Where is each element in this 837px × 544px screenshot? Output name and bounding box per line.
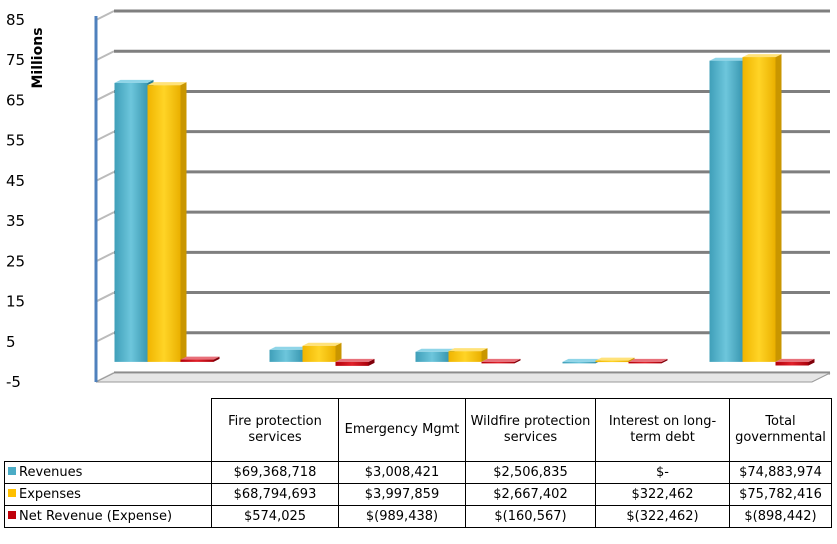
bar-side: [775, 54, 782, 362]
bar: [180, 359, 214, 362]
bar-top: [415, 348, 455, 352]
bar: [742, 57, 776, 362]
gridline-depth: [95, 130, 115, 142]
table-cell: $75,782,416: [729, 483, 832, 506]
table-header-row: Fire protection services Emergency Mgmt Wi…: [4, 398, 832, 462]
table-row: Revenues $69,368,718 $3,008,421 $2,506,835 $…: [4, 461, 832, 484]
column-header: Emergency Mgmt: [338, 398, 466, 462]
column-header: Wildfire protection services: [465, 398, 596, 462]
row-label: Revenues: [4, 461, 212, 484]
gridline-depth: [95, 170, 115, 182]
data-table: Fire protection services Emergency Mgmt Wi…: [4, 398, 832, 528]
bar-top: [335, 358, 375, 362]
gridline-depth: [95, 50, 115, 62]
row-label: Expenses: [4, 483, 212, 506]
table-row: Net Revenue (Expense) $574,025 $(989,438) $…: [4, 505, 832, 528]
bar-side: [368, 358, 375, 366]
table-cell: $2,506,835: [465, 461, 596, 484]
bar: [628, 361, 662, 364]
y-tick-label: 15: [6, 293, 25, 311]
legend-swatch: [8, 489, 16, 497]
bar-top: [481, 358, 521, 362]
gridline-depth: [95, 251, 115, 263]
column-header: Interest on long-term debt: [595, 398, 730, 462]
table-cell: $(160,567): [465, 505, 596, 528]
y-tick-label: 55: [6, 132, 25, 150]
legend-label: Net Revenue (Expense): [19, 509, 173, 524]
bar-side: [213, 356, 220, 362]
bar-top: [114, 79, 154, 83]
table-row: Expenses $68,794,693 $3,997,859 $2,667,402 $…: [4, 483, 832, 506]
y-tick-label: 85: [6, 11, 25, 29]
bar: [595, 360, 629, 363]
legend-swatch: [8, 467, 16, 475]
bar-chart: 85 75 65 55 45 35 25 15 5 -5 Millions: [6, 9, 831, 391]
bar-top: [595, 357, 635, 361]
bar-top: [448, 348, 488, 352]
bar: [147, 85, 181, 362]
bar-side: [335, 342, 342, 362]
row-label: Net Revenue (Expense): [4, 505, 212, 528]
bar-top: [709, 57, 749, 61]
bar-top: [628, 358, 668, 362]
bar: [481, 361, 515, 364]
table-cell: $74,883,974: [729, 461, 832, 484]
bar-top: [269, 346, 309, 350]
legend-swatch: [8, 511, 16, 519]
y-axis-label: Millions: [30, 27, 46, 88]
bar: [562, 361, 596, 364]
legend-label: Expenses: [19, 487, 81, 502]
column-header: Fire protection services: [211, 398, 339, 462]
bar-top: [147, 82, 187, 86]
bar: [335, 361, 369, 366]
table-cell: $68,794,693: [211, 483, 339, 506]
table-cell: $2,667,402: [465, 483, 596, 506]
legend-label: Revenues: [19, 465, 83, 480]
bar-top: [302, 342, 342, 346]
table-cell: $322,462: [595, 483, 730, 506]
bar-side: [628, 357, 635, 363]
bar: [302, 345, 336, 362]
table-cell: $69,368,718: [211, 461, 339, 484]
table-cell: $(322,462): [595, 505, 730, 528]
chart-floor: [95, 372, 831, 383]
bar: [448, 351, 482, 362]
y-tick-label: 5: [6, 333, 16, 351]
bar: [709, 60, 743, 362]
bar: [269, 349, 303, 362]
gridline-depth: [95, 10, 115, 21]
gridline-depth: [95, 331, 115, 343]
y-tick-label: 35: [6, 212, 25, 230]
bar-side: [661, 358, 668, 364]
table-cell: $(989,438): [338, 505, 466, 528]
table-cell: $-: [595, 461, 730, 484]
bar-side: [808, 358, 815, 366]
table-cell: $(898,442): [729, 505, 832, 528]
y-tick-label: 25: [6, 252, 25, 270]
bar: [415, 351, 449, 362]
table-cell: $3,997,859: [338, 483, 466, 506]
bar-side: [514, 358, 521, 364]
bar-top: [180, 356, 220, 360]
y-tick-label: -5: [6, 373, 21, 391]
y-tick-label: 75: [6, 51, 25, 69]
gridline-depth: [95, 90, 115, 102]
y-tick-label: 45: [6, 172, 25, 190]
column-header: Total governmental: [729, 398, 832, 462]
gridline-depth: [95, 291, 115, 303]
table-cell: $574,025: [211, 505, 339, 528]
table-cell: $3,008,421: [338, 461, 466, 484]
bar-side: [180, 82, 187, 362]
table-corner: [4, 398, 212, 462]
bar-top: [775, 358, 815, 362]
bar: [775, 361, 809, 366]
gridline-depth: [95, 211, 115, 223]
bar-side: [481, 348, 488, 362]
bar-top: [562, 358, 602, 362]
y-tick-label: 65: [6, 91, 25, 109]
bar: [114, 82, 148, 362]
bar-top: [742, 54, 782, 58]
